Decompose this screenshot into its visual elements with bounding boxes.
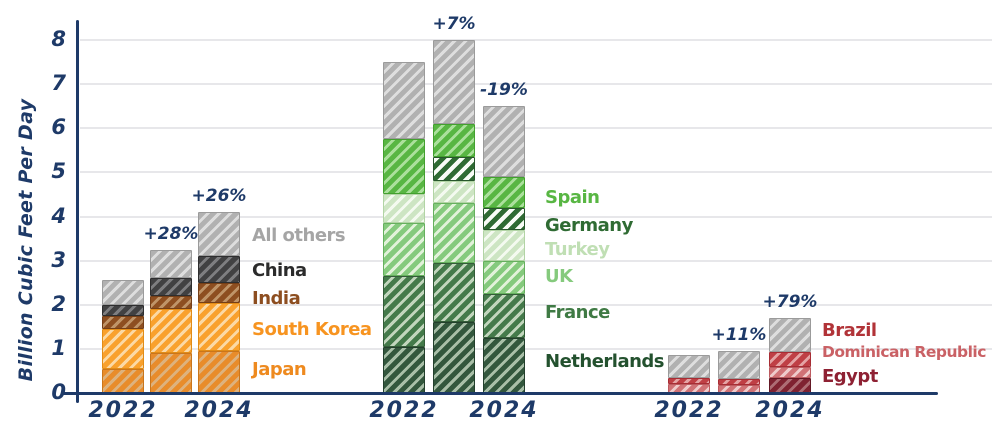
bar-segment-france (433, 262, 475, 323)
x-axis (62, 391, 938, 395)
y-tick-label: 4 (51, 203, 66, 228)
growth-annotation: +26% (191, 186, 247, 207)
series-label-brazil: Brazil (822, 320, 877, 341)
gridline (80, 303, 992, 306)
bar-segment-all-others (383, 62, 425, 140)
bar-segment-all-others (102, 280, 144, 305)
bar-segment-germany (483, 207, 525, 230)
x-tick-label: 2022 (654, 398, 724, 423)
bar-segment-netherlands (383, 346, 425, 393)
bar-segment-germany (433, 156, 475, 182)
bar-segment-india (150, 295, 192, 310)
series-label-uk: UK (545, 266, 573, 287)
y-tick-label: 7 (51, 71, 66, 96)
gridline (80, 127, 992, 130)
bar-segment-china (150, 278, 192, 296)
bar-segment-south-korea (150, 309, 192, 354)
series-label-all-others: All others (252, 225, 346, 246)
x-tick-label: 2024 (469, 398, 539, 423)
bar-segment-spain (383, 139, 425, 195)
bar-segment-india (102, 315, 144, 330)
x-tick-label: 2024 (184, 398, 254, 423)
series-label-egypt: Egypt (822, 366, 878, 387)
growth-annotation: +28% (143, 223, 199, 244)
y-tick-label: 6 (51, 115, 66, 140)
bar-segment-turkey (433, 181, 475, 204)
gridline (80, 347, 992, 350)
bar-segment-uk (483, 260, 525, 294)
bar-segment-egypt (769, 377, 811, 393)
growth-annotation: +7% (432, 14, 476, 34)
x-tick-label: 2024 (755, 398, 825, 423)
series-label-india: India (252, 288, 301, 309)
bar-segment-japan (150, 353, 192, 393)
series-label-south-korea: South Korea (252, 319, 372, 340)
series-label-china: China (252, 260, 307, 281)
bar-segment-all-others (668, 355, 710, 378)
gridline (80, 39, 992, 41)
bar-segment-all-others (198, 212, 240, 257)
y-tick-label: 5 (51, 159, 66, 184)
y-tick-label: 0 (51, 380, 66, 404)
gridline (80, 215, 992, 218)
y-tick-label: 2 (51, 291, 66, 316)
bar-segment-japan (198, 351, 240, 393)
x-tick-label: 2022 (88, 398, 158, 423)
y-tick-label: 8 (51, 27, 66, 51)
series-label-spain: Spain (545, 187, 600, 208)
series-label-turkey: Turkey (545, 239, 610, 260)
bar-segment-france (383, 276, 425, 347)
gridline (80, 171, 992, 174)
bar-segment-dominican-republic (769, 366, 811, 378)
bar-segment-uk (433, 203, 475, 263)
bar-segment-brazil (769, 351, 811, 367)
bar-segment-spain (483, 176, 525, 208)
series-label-netherlands: Netherlands (545, 351, 665, 372)
bar-segment-south-korea (102, 329, 144, 369)
bar-segment-south-korea (198, 302, 240, 352)
bar-segment-brazil (718, 378, 760, 386)
bar-segment-france (483, 293, 525, 338)
bar-segment-all-others (150, 249, 192, 279)
bar-segment-all-others (433, 40, 475, 124)
y-tick-label: 1 (51, 335, 66, 360)
y-tick-label: 3 (51, 247, 66, 272)
series-label-japan: Japan (252, 359, 307, 380)
bar-segment-brazil (668, 377, 710, 385)
growth-annotation: +11% (711, 325, 767, 346)
bar-segment-all-others (769, 317, 811, 352)
bar-segment-china (198, 256, 240, 283)
bar-segment-turkey (483, 229, 525, 261)
growth-annotation: -19% (480, 80, 528, 101)
bar-segment-spain (433, 123, 475, 157)
bar-segment-china (102, 304, 144, 316)
y-axis (76, 20, 79, 403)
series-label-france: France (545, 302, 610, 323)
series-label-dominican-republic: Dominican Republic (822, 343, 986, 361)
x-tick-label: 2022 (369, 398, 439, 423)
bar-segment-uk (383, 223, 425, 277)
bar-segment-turkey (383, 194, 425, 224)
gridline (80, 259, 992, 262)
bar-segment-netherlands (433, 322, 475, 393)
bar-segment-all-others (718, 351, 760, 379)
bar-segment-netherlands (483, 337, 525, 393)
bar-segment-japan (102, 368, 144, 393)
growth-annotation: +79% (762, 291, 818, 312)
series-label-germany: Germany (545, 215, 633, 236)
gridline (80, 83, 992, 86)
bar-segment-india (198, 282, 240, 303)
bar-segment-all-others (483, 106, 525, 177)
